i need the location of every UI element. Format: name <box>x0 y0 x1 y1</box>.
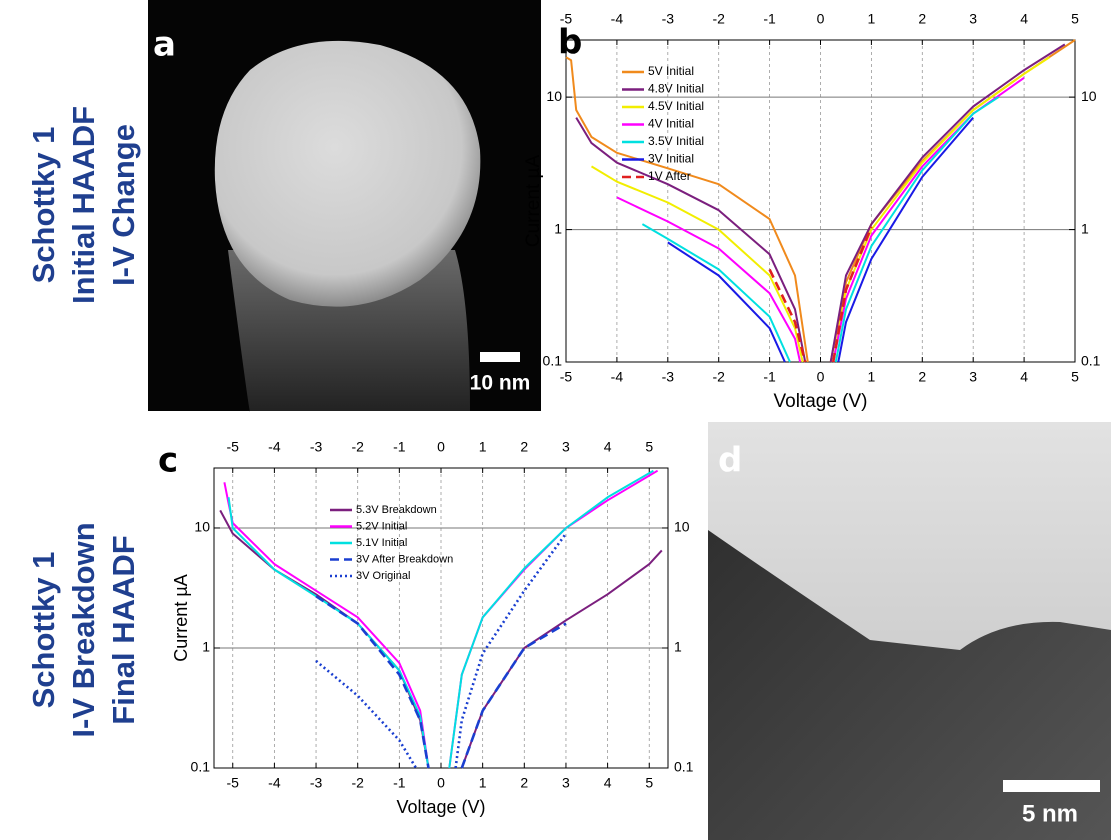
x-tick-label-top: 3 <box>562 439 570 455</box>
legend-label: 4.8V Initial <box>648 82 704 96</box>
x-tick-label: -1 <box>393 775 406 791</box>
x-tick-label-top: -1 <box>393 439 406 455</box>
y-tick-label-right: 0.1 <box>674 759 694 775</box>
x-tick-label: 1 <box>479 775 487 791</box>
x-tick-label: 3 <box>969 369 977 385</box>
legend-label: 5.2V Initial <box>356 520 407 532</box>
x-tick-label-top: -4 <box>268 439 281 455</box>
y-tick-label-right: 0.1 <box>1081 353 1101 369</box>
x-tick-label-top: 0 <box>817 11 825 27</box>
side-label: Final HAADF <box>106 535 141 724</box>
x-tick-label-top: 2 <box>520 439 528 455</box>
x-tick-label: -5 <box>560 369 573 385</box>
panel-label: d <box>718 441 742 481</box>
scale-bar-label: 5 nm <box>1022 800 1078 827</box>
x-tick-label-top: 1 <box>868 11 876 27</box>
side-label: I-V Change <box>106 124 141 286</box>
side-label: I-V Breakdown <box>66 522 101 737</box>
legend-label: 3.5V Initial <box>648 134 704 148</box>
legend-label: 5V Initial <box>648 64 694 78</box>
legend-label: 5.1V Initial <box>356 537 407 549</box>
x-tick-label: 2 <box>918 369 926 385</box>
y-tick-label-right: 1 <box>1081 220 1089 236</box>
x-tick-label-top: 4 <box>1020 11 1028 27</box>
y-tick-label: 0.1 <box>543 353 563 369</box>
panel-label: a <box>153 25 176 65</box>
x-tick-label: -2 <box>712 369 725 385</box>
x-tick-label: 0 <box>817 369 825 385</box>
legend-label: 5.3V Breakdown <box>356 504 437 516</box>
side-label: Schottky 1 <box>26 127 61 284</box>
panel-d-image <box>708 422 1111 840</box>
y-tick-label: 1 <box>202 639 210 655</box>
legend-label: 1V After <box>648 169 691 183</box>
x-tick-label: 4 <box>1020 369 1028 385</box>
x-tick-label-top: -3 <box>662 11 675 27</box>
x-tick-label: -4 <box>268 775 281 791</box>
x-tick-label: 1 <box>868 369 876 385</box>
x-axis-title: Voltage (V) <box>396 797 485 817</box>
x-tick-label-top: -3 <box>310 439 323 455</box>
x-tick-label: -3 <box>310 775 323 791</box>
y-tick-label-right: 10 <box>1081 88 1097 104</box>
y-tick-label: 0.1 <box>191 759 211 775</box>
x-tick-label-top: 3 <box>969 11 977 27</box>
y-tick-label-right: 1 <box>674 639 682 655</box>
x-tick-label-top: 0 <box>437 439 445 455</box>
side-label: Schottky 1 <box>26 552 61 709</box>
legend-label: 3V Initial <box>648 152 694 166</box>
legend-label: 3V Original <box>356 570 410 582</box>
x-tick-label: 2 <box>520 775 528 791</box>
x-tick-label-top: 5 <box>645 439 653 455</box>
x-tick-label-top: -2 <box>712 11 725 27</box>
x-tick-label-top: -2 <box>351 439 364 455</box>
x-tick-label-top: -5 <box>227 439 240 455</box>
x-tick-label: 5 <box>1071 369 1079 385</box>
y-tick-label: 10 <box>194 519 210 535</box>
x-tick-label-top: -4 <box>611 11 624 27</box>
x-tick-label: -2 <box>351 775 364 791</box>
side-label: Initial HAADF <box>66 106 101 304</box>
x-axis-title: Voltage (V) <box>774 391 868 412</box>
panel-label: b <box>558 23 582 63</box>
panel-a-image <box>148 0 541 411</box>
figure: Schottky 1 Initial HAADF I-V Change Scho… <box>0 0 1111 840</box>
panel-label: c <box>158 441 178 481</box>
x-tick-label: 0 <box>437 775 445 791</box>
scale-bar-label: 10 nm <box>470 372 531 395</box>
y-axis-title: Current µA <box>523 155 544 248</box>
x-tick-label: -1 <box>763 369 776 385</box>
y-axis-title: Current µA <box>171 574 191 661</box>
x-tick-label: -4 <box>611 369 624 385</box>
x-tick-label-top: 1 <box>479 439 487 455</box>
legend-label: 4.5V Initial <box>648 99 704 113</box>
y-tick-label-right: 10 <box>674 519 690 535</box>
y-tick-label: 1 <box>554 220 562 236</box>
legend-label: 3V After Breakdown <box>356 553 453 565</box>
x-tick-label-top: -1 <box>763 11 776 27</box>
x-tick-label: 3 <box>562 775 570 791</box>
x-tick-label-top: 4 <box>604 439 612 455</box>
x-tick-label: -3 <box>662 369 675 385</box>
x-tick-label: 5 <box>645 775 653 791</box>
legend-label: 4V Initial <box>648 117 694 131</box>
x-tick-label-top: 5 <box>1071 11 1079 27</box>
x-tick-label-top: 2 <box>918 11 926 27</box>
x-tick-label: -5 <box>227 775 240 791</box>
y-tick-label: 10 <box>546 88 562 104</box>
x-tick-label: 4 <box>604 775 612 791</box>
